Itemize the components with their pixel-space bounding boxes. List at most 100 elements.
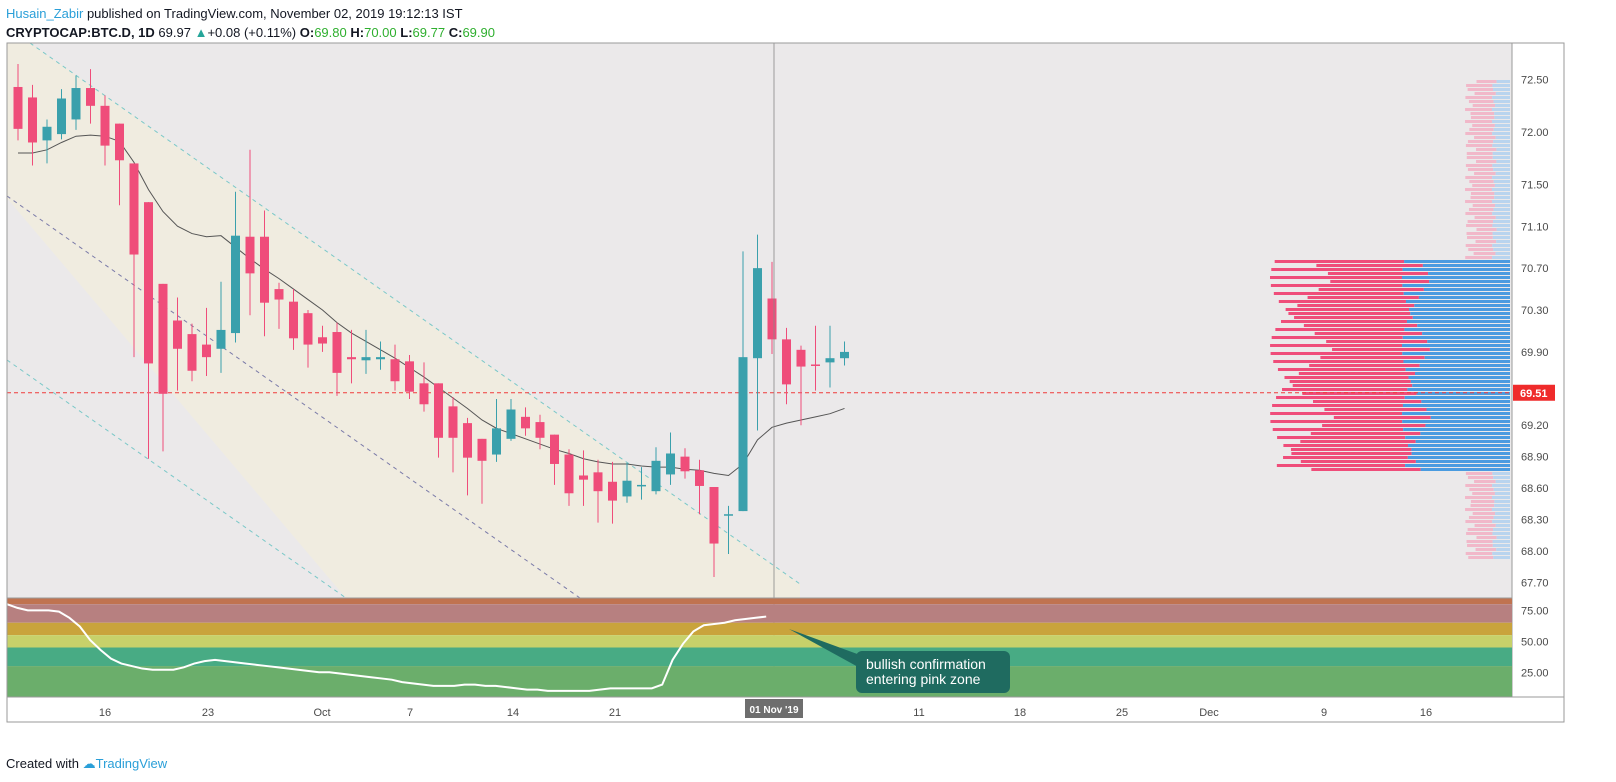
volume-profile-sell-bar [1465,484,1493,487]
oscillator-zone [7,604,1512,623]
current-price-badge-label: 69.51 [1520,388,1548,400]
volume-profile-sell-bar [1270,352,1403,355]
time-tick-label: 25 [1116,707,1128,719]
volume-profile-sell-bar [1309,364,1420,367]
volume-profile-buy-bar [1402,268,1510,271]
time-tick-label: Dec [1199,707,1219,719]
volume-profile-sell-bar [1291,452,1412,455]
volume-profile-sell-bar [1302,392,1417,395]
volume-profile-sell-bar [1472,512,1496,515]
volume-profile-sell-bar [1307,296,1419,299]
volume-profile-sell-bar [1465,508,1493,511]
candle-body [260,236,269,303]
volume-profile-buy-bar [1408,376,1510,379]
price-tick-label: 72.50 [1521,75,1549,87]
volume-profile-sell-bar [1330,280,1430,283]
volume-profile-sell-bar [1300,460,1416,463]
volume-profile-sell-bar [1472,104,1496,107]
price-tick-label: 68.60 [1521,483,1549,495]
current-price-badge [1513,384,1555,401]
volume-profile-sell-bar [1474,92,1496,95]
last-price: 69.97 [158,25,191,40]
low-label: L: [400,25,413,40]
change-value: +0.08 (+0.11%) [207,25,297,40]
oscillator-zone [7,666,1512,697]
author-link[interactable]: Husain_Zabir [6,6,84,21]
publish-line: Husain_Zabir published on TradingView.co… [6,4,495,23]
candle-body [506,409,516,439]
candle-body [724,514,733,516]
volume-profile-buy-bar [1492,200,1510,203]
volume-profile-buy-bar [1402,336,1510,339]
volume-profile-buy-bar [1495,512,1510,515]
volume-profile-sell-bar [1324,408,1427,411]
volume-profile-buy-bar [1415,440,1510,443]
volume-profile-buy-bar [1417,324,1510,327]
volume-profile-sell-bar [1277,436,1406,439]
volume-profile-sell-bar [1320,356,1425,359]
volume-profile-buy-bar [1495,480,1510,483]
volume-profile-sell-bar [1475,548,1497,551]
candle-body [782,339,791,385]
volume-profile-sell-bar [1465,96,1493,99]
close-label: C: [448,25,463,40]
price-tick-label: 70.30 [1521,305,1549,317]
volume-profile-buy-bar [1495,172,1510,175]
volume-profile-buy-bar [1492,472,1510,475]
volume-profile-sell-bar [1470,192,1495,195]
volume-profile-sell-bar [1326,340,1428,343]
volume-profile-sell-bar [1465,132,1493,135]
volume-profile-buy-bar [1492,120,1510,123]
volume-profile-sell-bar [1465,472,1493,475]
channel-lower-line [6,359,347,599]
volume-profile-sell-bar [1300,440,1416,443]
candle-body [680,456,690,472]
volume-profile-sell-bar [1290,448,1412,451]
volume-profile-sell-bar [1297,304,1415,307]
time-tick-label: 18 [1014,707,1026,719]
volume-profile-sell-bar [1469,128,1494,131]
volume-profile-sell-bar [1465,120,1493,123]
volume-profile-buy-bar [1494,184,1510,187]
volume-profile-sell-bar [1467,220,1494,223]
volume-profile-sell-bar [1314,332,1423,335]
volume-profile-buy-bar [1492,212,1510,215]
volume-profile-sell-bar [1284,376,1409,379]
volume-profile-buy-bar [1496,228,1510,231]
volume-profile-buy-bar [1492,244,1510,247]
volume-profile-buy-bar [1493,208,1510,211]
time-tick-label: Oct [313,707,330,719]
oscillator-tick-label: 25.00 [1521,667,1549,679]
volume-profile-buy-bar [1419,364,1510,367]
candle-body [463,423,472,458]
candle-body [202,344,211,358]
candle-body [738,357,748,512]
candle-body [593,472,603,492]
volume-profile-sell-bar [1468,516,1494,519]
volume-profile-buy-bar [1493,516,1510,519]
candle-body [86,88,95,106]
volume-profile-sell-bar [1468,208,1494,211]
candle-body [796,349,806,367]
volume-profile-sell-bar [1476,536,1497,539]
volume-profile-sell-bar [1288,312,1411,315]
candle-body [521,416,530,429]
volume-profile-sell-bar [1467,544,1493,547]
volume-profile-buy-bar [1422,332,1510,335]
volume-profile-buy-bar [1492,232,1510,235]
volume-profile-buy-bar [1495,104,1510,107]
volume-profile-sell-bar [1294,316,1413,319]
volume-profile-buy-bar [1492,164,1510,167]
volume-profile-buy-bar [1493,128,1510,131]
volume-profile-sell-bar [1475,240,1497,243]
candle-body [347,357,356,360]
chart-border [6,42,1565,723]
volume-profile-buy-bar [1402,276,1510,279]
volume-profile-sell-bar [1270,284,1403,287]
volume-profile-sell-bar [1289,380,1411,383]
tradingview-link[interactable]: TradingView [95,756,168,771]
time-tick-label: 9 [1321,707,1327,719]
volume-profile-sell-bar [1472,204,1496,207]
oscillator-tick-label: 75.00 [1521,605,1549,617]
